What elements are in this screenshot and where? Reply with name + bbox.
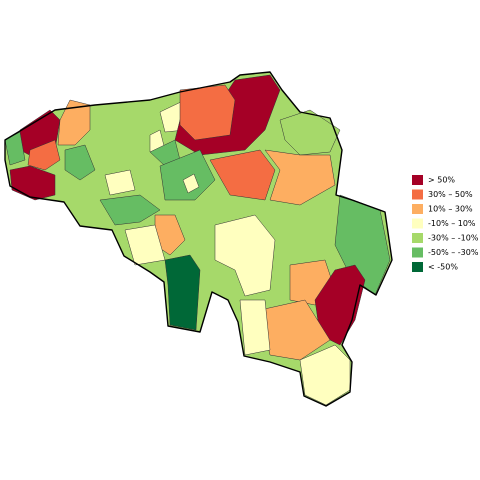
legend-swatch <box>412 262 423 272</box>
legend-swatch <box>412 247 423 258</box>
region <box>182 173 200 194</box>
legend-swatch <box>412 218 423 229</box>
country-outline <box>4 71 393 407</box>
legend-label: -30% – -10% <box>428 234 479 243</box>
region <box>159 149 216 201</box>
legend-label: > 50% <box>428 176 455 185</box>
legend-label: 10% – 30% <box>428 205 473 214</box>
regions <box>4 71 393 407</box>
region <box>57 99 91 146</box>
legend-label: -50% – -30% <box>428 248 479 257</box>
legend-swatch <box>412 233 423 243</box>
region <box>27 139 61 171</box>
legend: > 50% 30% – 50% 10% – 30% -10% – 10% -30% – … <box>412 175 479 272</box>
legend-label: 30% – 50% <box>428 190 473 199</box>
region <box>239 299 271 356</box>
region <box>99 194 161 226</box>
legend-label: -10% – 10% <box>428 219 476 228</box>
region <box>104 169 136 196</box>
region <box>164 254 201 331</box>
region <box>214 214 276 297</box>
legend-swatch <box>412 189 423 200</box>
legend-label: < -50% <box>428 263 458 272</box>
region <box>209 149 276 201</box>
region <box>264 149 336 206</box>
legend-swatch <box>412 204 423 214</box>
region <box>64 144 96 181</box>
legend-swatch <box>412 175 423 185</box>
region <box>179 84 236 141</box>
region <box>279 109 341 156</box>
